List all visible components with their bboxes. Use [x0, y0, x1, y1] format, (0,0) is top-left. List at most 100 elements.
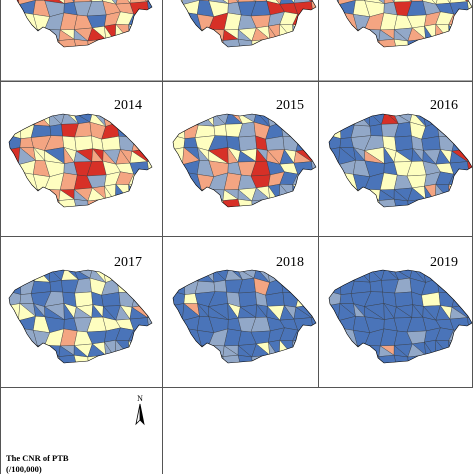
map-region: [147, 303, 152, 318]
map-region: [173, 315, 184, 331]
map-region: [468, 304, 472, 318]
map-region: [9, 159, 20, 175]
map-region: [295, 291, 314, 308]
map-region: [329, 25, 344, 38]
map-region: [9, 0, 19, 6]
province-outline: [328, 269, 473, 364]
map-region: [128, 39, 147, 47]
map-region: [238, 291, 257, 308]
legend-title-line2: (/100,000): [6, 464, 42, 474]
map-region: [354, 29, 368, 40]
map-region: [131, 135, 150, 152]
map-region: [128, 114, 150, 125]
map-region: [337, 270, 355, 282]
map-region: [9, 11, 23, 30]
map-region: [58, 355, 78, 363]
map-region: [448, 340, 469, 358]
map-region: [299, 121, 310, 138]
map-region: [143, 198, 152, 207]
map-region: [329, 341, 344, 356]
map-region: [407, 198, 426, 207]
map-region: [9, 114, 21, 128]
map-region: [329, 11, 343, 30]
map-region: [198, 189, 212, 200]
map-region: [407, 38, 426, 47]
map-region: [394, 291, 413, 308]
map-region: [292, 39, 311, 47]
map-region: [420, 38, 441, 47]
map-region: [329, 114, 341, 128]
map-region: [34, 345, 48, 356]
map-region: [434, 114, 456, 123]
map-region: [143, 38, 152, 47]
map-region: [173, 0, 183, 6]
map-region: [128, 355, 147, 363]
map-region: [354, 189, 368, 200]
map-region: [100, 38, 121, 47]
map-region: [455, 121, 466, 138]
map-region: [147, 12, 152, 27]
map-region: [467, 303, 472, 318]
map-region: [329, 0, 341, 6]
map-region: [173, 171, 187, 190]
map-region: [436, 278, 456, 294]
map-region: [329, 353, 344, 363]
map-region: [181, 114, 202, 126]
map-region: [467, 316, 472, 334]
map-region: [422, 0, 441, 5]
map-region: [356, 29, 368, 41]
map-region: [143, 121, 152, 140]
map-region: [311, 340, 316, 356]
map-region: [292, 114, 314, 125]
map-region: [342, 188, 355, 200]
map-region: [435, 199, 453, 207]
map-region: [9, 0, 21, 6]
map-region: [210, 39, 226, 47]
map-region: [21, 188, 38, 200]
map-region: [329, 37, 344, 47]
map-region: [145, 270, 152, 281]
map-region: [115, 199, 133, 207]
map-region: [74, 135, 93, 152]
map-region: [329, 327, 343, 346]
map-region: [9, 341, 24, 356]
map-region: [213, 124, 227, 137]
map-region: [448, 355, 467, 363]
map-region: [222, 355, 242, 363]
map-region: [128, 184, 149, 202]
north-arrow-icon: N: [135, 394, 145, 426]
legend-frame: [0, 387, 163, 474]
map-region: [9, 353, 24, 363]
map-region: [292, 340, 313, 358]
map-region: [208, 29, 225, 41]
map-panels: [8, 0, 473, 364]
map-region: [36, 345, 48, 357]
map-region: [353, 199, 368, 207]
map-region: [135, 121, 146, 138]
map-region: [186, 344, 199, 356]
map-region: [307, 135, 316, 153]
map-region: [278, 114, 300, 123]
map-region: [173, 197, 188, 207]
map-region: [148, 270, 152, 279]
year-label-2014: 2014: [114, 98, 142, 113]
map-region: [292, 114, 310, 125]
map-region: [307, 291, 316, 309]
map-region: [311, 12, 316, 27]
map-region: [341, 344, 358, 356]
map-region: [200, 345, 212, 357]
map-region: [448, 184, 469, 202]
map-region: [420, 354, 441, 363]
map-region: [49, 124, 63, 137]
map-region: [378, 355, 398, 363]
map-region: [198, 29, 212, 40]
map-region: [185, 188, 202, 200]
map-region: [145, 114, 152, 125]
map-region: [58, 39, 78, 47]
map-region: [173, 185, 188, 200]
map-region: [451, 291, 470, 308]
map-region: [251, 198, 270, 207]
map-region: [200, 29, 212, 41]
map-region: [143, 340, 152, 358]
